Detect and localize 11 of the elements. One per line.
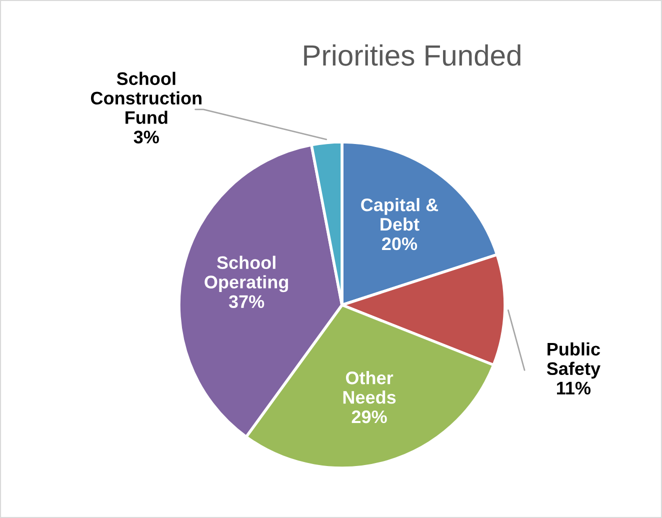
slice-label: Public Safety bbox=[546, 342, 600, 379]
slice-label: School Operating bbox=[204, 256, 288, 292]
slice-label: Other Needs bbox=[343, 371, 396, 404]
data-label: 29% bbox=[352, 410, 387, 424]
data-label: 11% bbox=[557, 382, 591, 394]
chart-title: Priorities Funded bbox=[304, 44, 520, 66]
slice-label: Capital & Debt bbox=[361, 198, 438, 231]
data-label: 20% bbox=[382, 237, 418, 250]
slice-label: School Construction Fund bbox=[90, 72, 202, 124]
data-label: 37% bbox=[228, 295, 264, 308]
data-label: 3% bbox=[134, 130, 159, 144]
